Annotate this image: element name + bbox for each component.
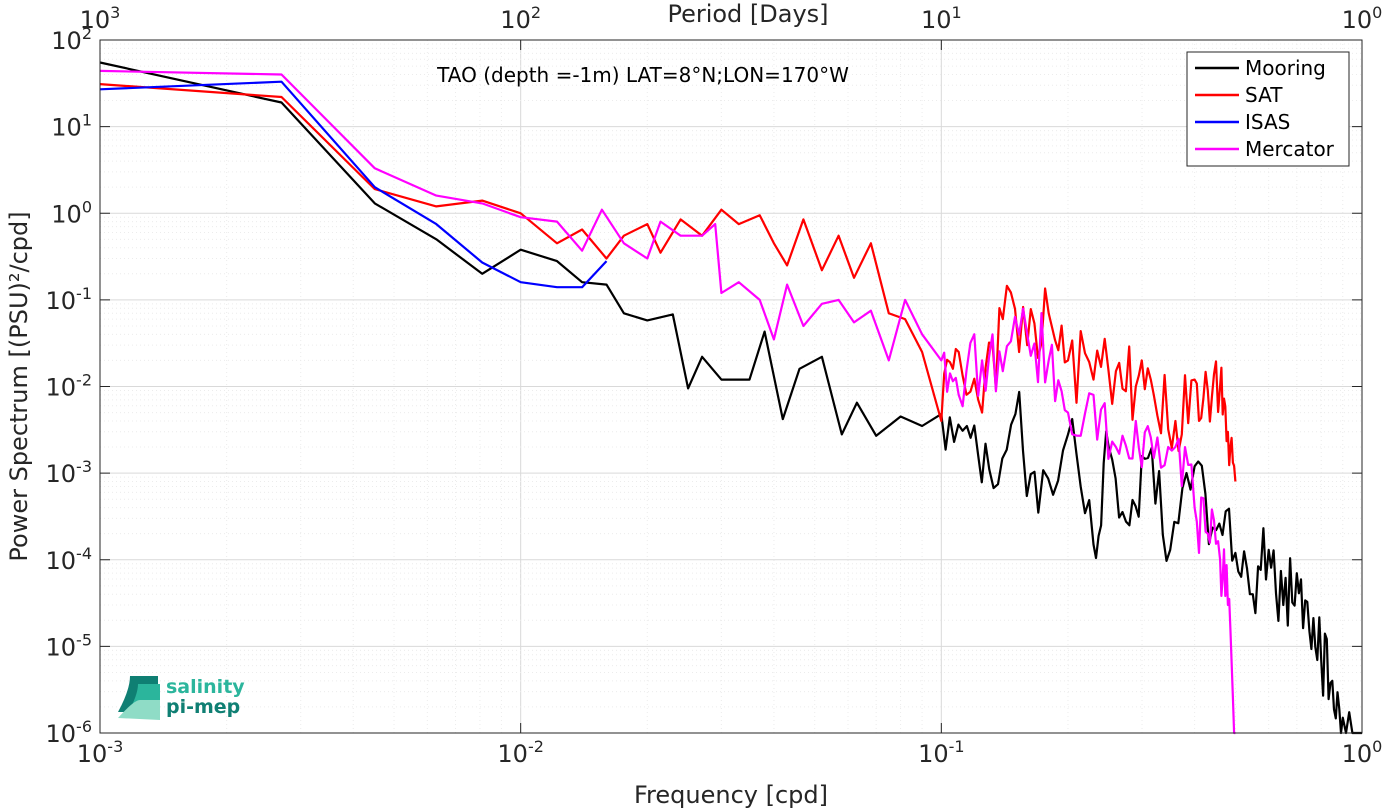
- x-tick-label: 10-3: [77, 737, 124, 768]
- y-tick-label: 101: [51, 111, 92, 142]
- legend-label-mercator: Mercator: [1245, 137, 1335, 161]
- top-x-tick-label: 101: [921, 3, 962, 34]
- legend-label-sat: SAT: [1245, 83, 1283, 107]
- series-line-mooring: [99, 61, 1362, 735]
- top-x-axis-title: Period [Days]: [667, 0, 828, 28]
- legend-label-isas: ISAS: [1245, 110, 1290, 134]
- x-tick-label: 10-1: [918, 737, 965, 768]
- x-tick-label: 10-2: [497, 737, 544, 768]
- logo-text-pimep: pi-mep: [166, 696, 240, 718]
- top-x-tick-label: 103: [80, 3, 121, 34]
- y-tick-label: 10-6: [46, 717, 93, 748]
- top-x-tick-label: 100: [1342, 3, 1383, 34]
- y-axis-title: Power Spectrum [(PSU)²/cpd]: [5, 211, 33, 561]
- y-tick-label: 100: [51, 197, 92, 228]
- x-tick-label: 100: [1342, 737, 1383, 768]
- legend: Mooring SAT ISAS Mercator: [1186, 51, 1350, 167]
- top-x-tick-label: 102: [500, 3, 541, 34]
- legend-label-mooring: Mooring: [1245, 56, 1326, 80]
- series-group: [99, 61, 1362, 735]
- x-axis-title: Frequency [cpd]: [634, 781, 828, 809]
- y-tick-label: 10-3: [46, 457, 93, 488]
- y-tick-label: 10-5: [46, 630, 93, 661]
- y-tick-label: 10-4: [46, 544, 93, 575]
- y-tick-label: 10-2: [46, 371, 93, 402]
- series-line-sat: [99, 83, 1237, 482]
- y-tick-label: 10-1: [46, 284, 93, 315]
- y-tick-label: 102: [51, 24, 92, 55]
- logo-mark-icon: [118, 676, 160, 720]
- series-line-isas: [99, 80, 608, 289]
- chart-annotation: TAO (depth =-1m) LAT=8°N;LON=170°W: [436, 63, 849, 87]
- salinity-pimep-logo: salinity pi-mep: [118, 676, 245, 720]
- logo-text-salinity: salinity: [166, 676, 245, 698]
- series-line-mercator: [99, 69, 1236, 735]
- legend-box: [1186, 51, 1350, 167]
